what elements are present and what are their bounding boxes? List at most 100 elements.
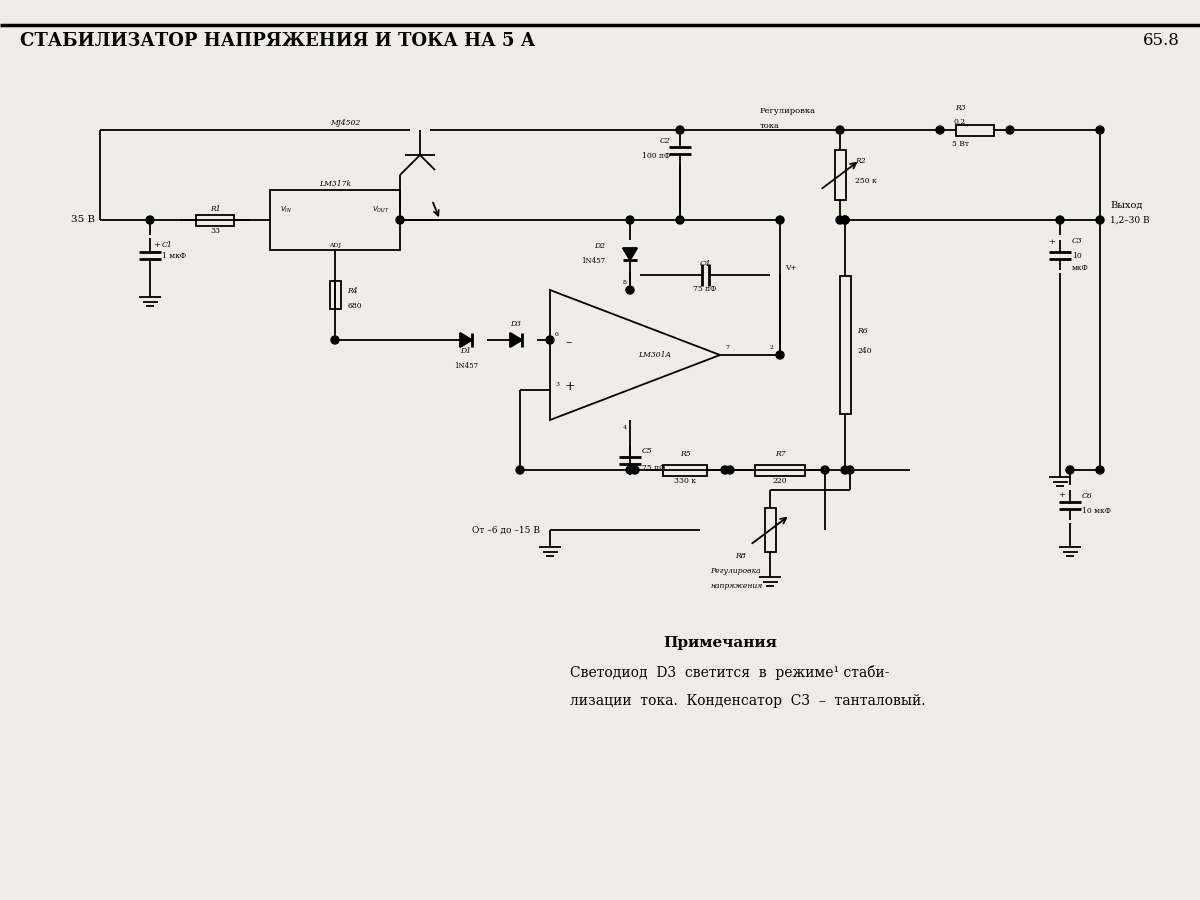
Text: LM317k: LM317k (319, 180, 352, 188)
Polygon shape (510, 333, 522, 347)
Text: D2: D2 (594, 242, 605, 250)
Text: СТАБИЛИЗАТОР НАПРЯЖЕНИЯ И ТОКА НА 5 А: СТАБИЛИЗАТОР НАПРЯЖЕНИЯ И ТОКА НА 5 А (20, 32, 535, 50)
Text: От –6 до –15 В: От –6 до –15 В (472, 526, 540, 535)
Text: 0,2: 0,2 (954, 117, 966, 125)
Text: 240: 240 (857, 347, 871, 355)
Text: тока: тока (760, 122, 780, 130)
Text: 1 мкФ: 1 мкФ (162, 252, 186, 260)
Circle shape (1096, 466, 1104, 474)
Circle shape (721, 466, 730, 474)
Text: 7: 7 (725, 345, 730, 350)
Circle shape (626, 286, 634, 294)
Text: C5: C5 (642, 447, 653, 455)
Circle shape (821, 466, 829, 474)
Bar (955, 124, 995, 136)
Circle shape (516, 466, 524, 474)
Text: напряжения: напряжения (710, 582, 762, 590)
Text: C4: C4 (700, 260, 710, 268)
Circle shape (396, 216, 404, 224)
Text: +: + (565, 381, 576, 393)
Text: 6: 6 (554, 332, 559, 337)
Bar (270, 190, 400, 250)
Circle shape (1056, 216, 1064, 224)
Text: 220: 220 (773, 477, 787, 485)
Text: 10 мкФ: 10 мкФ (1082, 507, 1111, 515)
Text: 680: 680 (347, 302, 361, 310)
Text: D1: D1 (461, 347, 472, 355)
Circle shape (626, 466, 634, 474)
Text: Светодиод  D3  светится  в  режиме¹ стаби-: Светодиод D3 светится в режиме¹ стаби- (570, 665, 889, 680)
Circle shape (1096, 216, 1104, 224)
Circle shape (726, 466, 734, 474)
Circle shape (146, 216, 154, 224)
Text: 75 пФ: 75 пФ (642, 464, 665, 472)
Bar (755, 464, 805, 475)
Circle shape (676, 216, 684, 224)
Text: R7: R7 (775, 450, 785, 458)
Text: 10: 10 (1072, 252, 1081, 260)
Text: C1: C1 (162, 241, 173, 249)
Text: +: + (154, 241, 160, 249)
Text: D3: D3 (510, 320, 522, 328)
Circle shape (776, 216, 784, 224)
Circle shape (1096, 126, 1104, 134)
Circle shape (676, 126, 684, 134)
Text: 1N457: 1N457 (581, 257, 605, 265)
Text: 33: 33 (210, 227, 220, 235)
Text: Регулировка: Регулировка (710, 567, 761, 575)
Text: 65.8: 65.8 (1144, 32, 1180, 49)
Text: C6: C6 (1082, 492, 1093, 500)
Circle shape (1006, 126, 1014, 134)
Text: 75 пФ: 75 пФ (694, 285, 716, 293)
Text: ADJ: ADJ (329, 243, 341, 248)
Text: C3: C3 (1072, 237, 1082, 245)
Text: 1,2–30 В: 1,2–30 В (1110, 216, 1150, 225)
Bar (834, 150, 846, 200)
Circle shape (626, 216, 634, 224)
Text: R2: R2 (854, 157, 865, 165)
Text: 1N457: 1N457 (454, 362, 478, 370)
Text: Примечания: Примечания (664, 636, 776, 650)
Text: MJ4502: MJ4502 (330, 119, 360, 127)
Circle shape (776, 351, 784, 359)
Text: R6: R6 (857, 327, 868, 335)
Circle shape (841, 216, 850, 224)
Text: V+: V+ (785, 264, 797, 272)
Circle shape (936, 126, 944, 134)
Circle shape (836, 216, 844, 224)
Text: +: + (1048, 238, 1055, 246)
Circle shape (1066, 466, 1074, 474)
Circle shape (631, 466, 640, 474)
Text: R3: R3 (955, 104, 965, 112)
Text: 100 пФ: 100 пФ (642, 152, 670, 160)
Bar (840, 276, 851, 414)
Text: $V_{OUT}$: $V_{OUT}$ (372, 205, 390, 215)
Polygon shape (623, 248, 637, 260)
Text: LM301A: LM301A (638, 351, 672, 359)
Bar (662, 464, 707, 475)
Text: 4: 4 (623, 425, 628, 430)
Text: 330 к: 330 к (674, 477, 696, 485)
Bar (196, 214, 234, 226)
Text: 3: 3 (554, 382, 559, 387)
Text: R5: R5 (679, 450, 690, 458)
Circle shape (841, 466, 850, 474)
Circle shape (546, 336, 554, 344)
Text: R8: R8 (734, 552, 745, 560)
Text: C2: C2 (659, 137, 670, 145)
Text: мкФ: мкФ (1072, 264, 1088, 272)
Polygon shape (460, 333, 472, 347)
Bar (330, 281, 341, 309)
Circle shape (841, 216, 850, 224)
Circle shape (836, 126, 844, 134)
Text: +: + (1058, 491, 1066, 499)
Text: $V_{IN}$: $V_{IN}$ (280, 205, 292, 215)
Circle shape (846, 466, 854, 474)
Circle shape (331, 336, 340, 344)
Text: 8: 8 (623, 280, 628, 285)
Text: –: – (565, 337, 571, 349)
Text: 2: 2 (770, 345, 774, 350)
Text: 250 к: 250 к (854, 177, 877, 185)
Text: Регулировка: Регулировка (760, 107, 816, 115)
Text: R1: R1 (210, 205, 221, 213)
